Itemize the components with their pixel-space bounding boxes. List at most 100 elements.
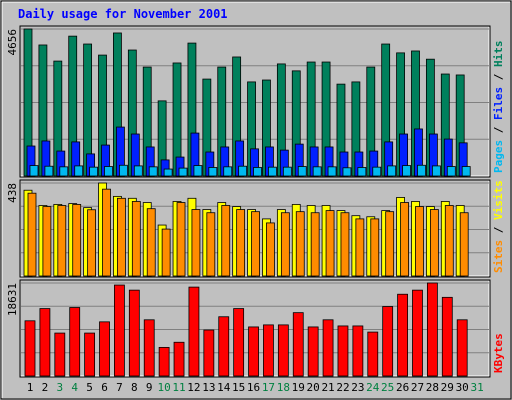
- bar: [337, 325, 349, 377]
- bar: [206, 212, 216, 277]
- x-tick-label: 23: [351, 381, 364, 394]
- bar: [282, 166, 292, 177]
- bar: [238, 165, 248, 177]
- bar: [84, 332, 96, 377]
- x-tick-label: 31: [470, 381, 483, 394]
- x-tick-label: 9: [146, 381, 153, 394]
- bar: [446, 166, 456, 177]
- bar: [133, 165, 143, 177]
- bar: [27, 192, 37, 277]
- bar: [236, 209, 246, 277]
- bar: [342, 167, 352, 177]
- bar: [280, 212, 290, 277]
- legend: Sites / Visits: [492, 180, 505, 273]
- bar: [208, 167, 218, 177]
- x-tick-label: 13: [202, 381, 215, 394]
- bar: [459, 212, 469, 277]
- bar: [277, 324, 289, 377]
- bar: [325, 210, 335, 277]
- bar: [382, 306, 394, 377]
- bar: [266, 222, 275, 277]
- bar: [402, 165, 411, 177]
- bar: [57, 205, 67, 277]
- bar: [161, 228, 171, 277]
- x-tick-label: 10: [158, 381, 171, 394]
- bar: [114, 284, 125, 377]
- x-tick-label: 6: [101, 381, 108, 394]
- bar: [352, 325, 364, 377]
- x-tick-label: 14: [217, 381, 231, 394]
- bar: [188, 286, 200, 377]
- bar: [74, 165, 84, 177]
- bar: [387, 165, 397, 177]
- y-tick-label: 18631: [6, 283, 19, 316]
- x-tick-label: 15: [232, 381, 245, 394]
- legend-separator: /: [492, 120, 505, 140]
- x-tick-label: 20: [307, 381, 320, 394]
- bar: [191, 209, 201, 277]
- bar: [370, 218, 380, 277]
- x-tick-label: 2: [42, 381, 49, 394]
- bar: [268, 166, 277, 177]
- bar: [357, 167, 367, 177]
- bar: [400, 202, 409, 277]
- legend-separator: /: [492, 67, 505, 87]
- bar: [104, 166, 113, 177]
- bar: [312, 166, 322, 177]
- legend-entry: Sites: [492, 240, 505, 273]
- x-tick-label: 28: [426, 381, 439, 394]
- bar: [327, 166, 337, 177]
- legend-entry: Files: [492, 87, 505, 120]
- bar: [221, 205, 231, 277]
- bar: [163, 168, 173, 177]
- bar: [59, 166, 69, 177]
- bar: [117, 197, 126, 277]
- legend: Pages / Files / Hits: [492, 41, 505, 174]
- legend-entry: Visits: [492, 180, 505, 220]
- bar: [173, 341, 185, 377]
- x-tick-label: 21: [321, 381, 334, 394]
- x-tick-label: 29: [441, 381, 454, 394]
- x-tick-label: 24: [366, 381, 380, 394]
- bar: [426, 282, 438, 377]
- bar: [397, 293, 408, 377]
- legend-entry: Hits: [492, 41, 505, 68]
- bar: [158, 346, 170, 377]
- bar: [223, 166, 233, 177]
- bar: [367, 331, 379, 377]
- bar: [193, 165, 203, 177]
- x-tick-label: 5: [86, 381, 93, 394]
- bar: [233, 308, 245, 377]
- bar: [176, 202, 186, 277]
- bar: [102, 188, 111, 277]
- bar: [355, 218, 365, 277]
- bar: [248, 326, 259, 377]
- bar: [417, 164, 426, 177]
- x-tick-label: 11: [172, 381, 185, 394]
- legend-entry: KBytes: [492, 333, 505, 373]
- y-tick-label: 4656: [6, 29, 19, 56]
- bar: [412, 289, 423, 377]
- x-tick-label: 22: [336, 381, 349, 394]
- bar: [340, 212, 350, 277]
- bar: [372, 166, 382, 177]
- bar: [295, 211, 305, 277]
- x-tick-label: 19: [292, 381, 305, 394]
- x-tick-label: 12: [187, 381, 200, 394]
- bar: [54, 332, 66, 377]
- bar: [461, 166, 471, 177]
- x-tick-label: 7: [116, 381, 123, 394]
- bar: [69, 307, 81, 377]
- x-tick-label: 4: [71, 381, 78, 394]
- bar: [44, 165, 54, 177]
- bar: [119, 164, 128, 177]
- x-tick-label: 3: [56, 381, 63, 394]
- chart-title: Daily usage for November 2001: [18, 7, 228, 21]
- bar: [431, 165, 441, 177]
- bar: [146, 208, 156, 277]
- x-tick-label: 25: [381, 381, 394, 394]
- bar: [218, 316, 230, 377]
- bar: [143, 319, 155, 377]
